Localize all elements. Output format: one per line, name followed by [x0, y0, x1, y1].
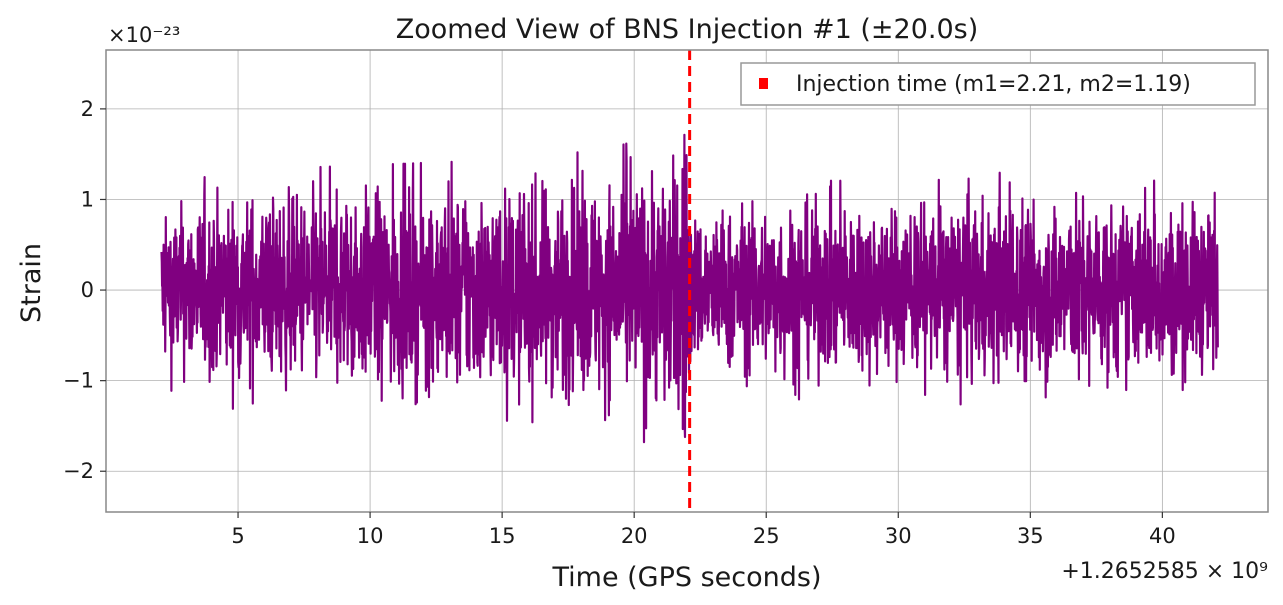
x-offset-label: +1.2652585 × 10⁹ [1061, 559, 1268, 584]
y-tick-label: 0 [81, 278, 94, 302]
y-tick-label: 2 [81, 97, 94, 121]
legend: Injection time (m1=2.21, m2=1.19) [740, 62, 1256, 106]
legend-marker [759, 78, 768, 89]
x-tick-label: 15 [489, 524, 516, 548]
legend-box [740, 62, 1256, 106]
y-tick-label: 1 [81, 187, 94, 211]
plot-area [160, 50, 1219, 512]
x-tick-label: 30 [885, 524, 912, 548]
y-axis-label: Strain [16, 243, 47, 323]
chart-title: Zoomed View of BNS Injection #1 (±20.0s) [396, 14, 978, 45]
x-tick-label: 25 [753, 524, 780, 548]
x-tick-label: 40 [1149, 524, 1176, 548]
y-tick-label: −1 [63, 369, 94, 393]
x-tick-label: 35 [1017, 524, 1044, 548]
x-tick-label: 5 [231, 524, 244, 548]
y-axis-ticks: −2 −1 0 1 2 [63, 97, 106, 483]
plot-frame [105, 49, 1269, 513]
x-tick-label: 10 [357, 524, 384, 548]
x-tick-label: 20 [621, 524, 648, 548]
x-axis-label: Time (GPS seconds) [551, 562, 821, 593]
y-scale-label: ×10⁻²³ [108, 23, 180, 47]
legend-label: Injection time (m1=2.21, m2=1.19) [796, 72, 1191, 97]
x-axis-ticks: 5 10 15 20 25 30 35 40 [231, 512, 1176, 548]
y-tick-label: −2 [63, 459, 94, 483]
